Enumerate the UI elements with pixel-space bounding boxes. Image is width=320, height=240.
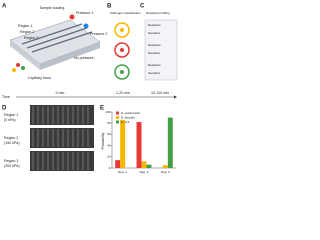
legend-label: E. coli [121,120,130,124]
region-name: Region 1 [4,113,18,117]
x-tick-label: Reg. 1 [118,170,127,174]
timeline-mark: 1-20 min [116,91,130,95]
bar [162,165,168,168]
panel-title: Resistant profiling [146,11,170,15]
x-tick-label: Reg. 2 [140,170,149,174]
y-tick-label: 20 [107,155,111,159]
bar [120,119,126,168]
micrograph [30,151,94,171]
region-pressure: (300 kPa) [4,164,20,168]
region-label: Region 3 [24,36,38,40]
y-tick-label: 40 [107,143,111,147]
y-tick-label: 60 [107,132,111,136]
legend-swatch [116,111,119,115]
y-tick-label: 100 [105,110,110,114]
microscopy-panel: Region 1 (0 kPa) Region 2 (150 kPa) Regi… [4,105,94,171]
figure: A B C D E Sample loading Region 1 Region… [2,4,178,174]
row-label: Resistant [148,43,161,47]
row-label: Resistant [148,63,161,67]
pressure-label: Pressure 2 [90,32,107,36]
legend-label: S. epidermidis [121,111,141,115]
chip-diagram: Sample loading Region 1 Region 2 Region … [9,6,107,80]
bar [167,117,173,168]
row-label: Sensitive [148,51,161,55]
micrograph [30,128,94,148]
region-pressure: (0 kPa) [4,118,16,122]
pressure-label: No pressure [74,56,94,60]
legend-swatch [116,116,119,119]
x-tick-label: Reg. 3 [161,170,170,174]
timeline-mark: 10-120 min [151,91,169,95]
bar [146,164,152,168]
legend-label: E. faecalis [121,115,135,119]
micrograph [30,105,94,125]
y-tick-label: 80 [107,121,111,125]
panel-title: Sample loading [40,6,65,10]
panel-label: B [107,4,112,10]
profiling-diagram: Resistant profiling Resistant Sensitive … [144,11,178,81]
row-label: Sensitive [148,31,161,35]
row-label: Sensitive [148,71,161,75]
region-label: Region 2 [20,30,34,34]
row-label: Resistant [148,23,161,27]
legend-swatch [116,120,119,124]
panel-title: Pathogen classification [110,11,141,15]
bar [136,122,142,168]
region-label: Region 1 [18,24,32,28]
bar [141,161,147,168]
y-axis-label: Probability [101,132,105,149]
timeline-mark: 0 min [56,91,65,95]
panel-label: A [2,4,7,10]
timeline: Time 0 min 1-20 min 10-120 min [2,91,177,99]
pressure-label: Pressure 1 [76,11,93,15]
panel-label: C [140,4,145,10]
region-name: Region 2 [4,136,18,140]
region-pressure: (150 kPa) [4,141,20,145]
classification-diagram: Pathogen classification [110,11,141,80]
timeline-label: Time [2,95,10,99]
region-name: Region 3 [4,159,18,163]
panel-label: D [2,106,7,112]
bar [115,160,121,168]
panel-label: E [100,106,104,112]
y-tick-label: 0 [109,166,111,170]
capillary-label: Capillary force [28,76,51,80]
